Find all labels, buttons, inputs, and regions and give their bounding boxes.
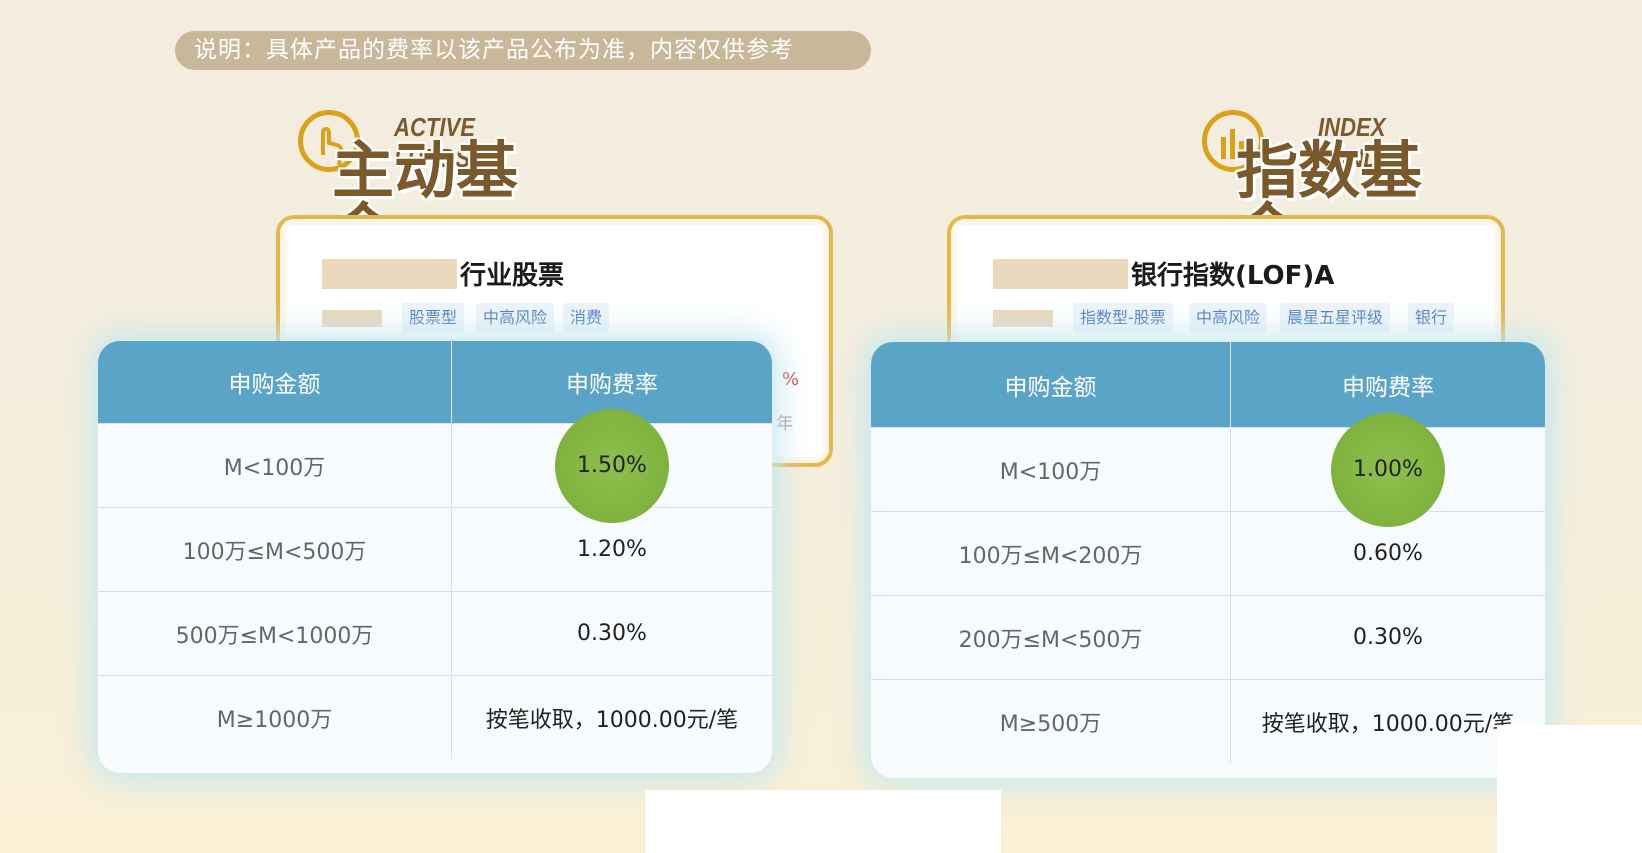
- index-fund-card[interactable]: 银行指数(LOF)A 指数型-股票 中高风险 晨星五星评级 银行: [947, 215, 1505, 355]
- tag-risk-level: 中高风险: [476, 303, 555, 333]
- rate-cell: 1.00%: [1230, 412, 1545, 527]
- table-row: M<100万 1.00%: [871, 412, 1545, 527]
- return-rate-peek: %: [782, 369, 800, 390]
- index-fee-table: 申购金额 申购费率 M<100万 1.00% 100万≤M<200万 0.60%…: [871, 342, 1545, 778]
- period-peek: 年: [776, 414, 793, 434]
- white-patch: [645, 790, 1001, 853]
- header-amount: 申购金额: [228, 372, 321, 398]
- amount-cell: M≥1000万: [216, 707, 333, 733]
- amount-cell: M≥500万: [999, 711, 1102, 737]
- amount-cell: M<100万: [999, 459, 1102, 485]
- amount-cell: 500万≤M<1000万: [175, 623, 374, 649]
- table-row: M<100万 1.50%: [98, 408, 772, 523]
- rate-cell: 0.30%: [1230, 596, 1545, 679]
- amount-cell: 200万≤M<500万: [958, 627, 1143, 653]
- tag-fund-type: 股票型: [402, 303, 465, 333]
- rate-cell: 1.50%: [451, 408, 772, 523]
- amount-cell: 100万≤M<500万: [182, 539, 367, 565]
- rate-cell: 按笔收取，1000.00元/笔: [451, 676, 772, 759]
- table-row: 100万≤M<500万 1.20%: [98, 507, 772, 591]
- active-fee-table: 申购金额 申购费率 M<100万 1.50% 100万≤M<500万 1.20%…: [98, 341, 772, 773]
- bar-chart-icon: [1202, 110, 1264, 172]
- active-funds-heading: ACTIVE FUNDS 主动基金: [298, 108, 568, 264]
- table-row: 100万≤M<200万 0.60%: [871, 511, 1545, 595]
- tag-risk-level: 中高风险: [1189, 303, 1268, 333]
- table-row: 500万≤M<1000万 0.30%: [98, 591, 772, 675]
- fund-code-redaction: [322, 310, 382, 327]
- tag-fund-type: 指数型-股票: [1073, 303, 1173, 333]
- fund-code-redaction: [993, 310, 1053, 327]
- fund-name-redaction: [993, 259, 1128, 289]
- white-patch: [1497, 725, 1642, 853]
- fund-name-redaction: [322, 259, 457, 289]
- rate-value: 1.00%: [1353, 457, 1423, 482]
- rate-cell: 1.20%: [451, 508, 772, 591]
- rate-cell: 按笔收取，1000.00元/笔: [1230, 680, 1545, 763]
- rate-cell: 0.60%: [1230, 512, 1545, 595]
- highlight-circle: [1331, 412, 1445, 527]
- active-fund-name: 行业股票: [460, 261, 565, 291]
- amount-cell: 100万≤M<200万: [958, 543, 1143, 569]
- highlight-circle: [555, 408, 669, 523]
- table-row: M≥500万 按笔收取，1000.00元/笔: [871, 679, 1545, 763]
- table-row: 200万≤M<500万 0.30%: [871, 595, 1545, 679]
- tag-sector: 消费: [563, 303, 610, 333]
- header-rate: 申购费率: [451, 341, 772, 423]
- index-funds-heading: INDEX FUNDS 指数基金: [1202, 108, 1482, 264]
- header-amount: 申购金额: [1004, 374, 1097, 401]
- rate-cell: 0.30%: [451, 592, 772, 675]
- table-header: 申购金额 申购费率: [98, 341, 772, 423]
- active-funds-en-title: ACTIVE FUNDS: [394, 112, 476, 173]
- table-row: M≥1000万 按笔收取，1000.00元/笔: [98, 675, 772, 759]
- hand-pointer-icon: [298, 110, 360, 172]
- rate-value: 1.50%: [577, 453, 647, 478]
- header-rate: 申购费率: [1230, 342, 1545, 427]
- index-funds-en-title: INDEX FUNDS: [1318, 112, 1395, 173]
- amount-cell: M<100万: [223, 455, 326, 481]
- index-fund-name: 银行指数(LOF)A: [1131, 261, 1335, 291]
- tag-sector: 银行: [1408, 303, 1455, 333]
- table-header: 申购金额 申购费率: [871, 342, 1545, 427]
- tag-rating: 晨星五星评级: [1280, 303, 1391, 333]
- disclaimer-note: 说明：具体产品的费率以该产品公布为准，内容仅供参考: [175, 31, 871, 70]
